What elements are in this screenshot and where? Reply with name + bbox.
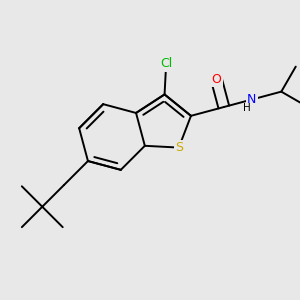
Text: Cl: Cl — [160, 57, 172, 70]
Text: S: S — [175, 141, 183, 154]
Text: O: O — [212, 73, 221, 85]
Text: H: H — [243, 103, 250, 112]
Text: N: N — [247, 93, 256, 106]
